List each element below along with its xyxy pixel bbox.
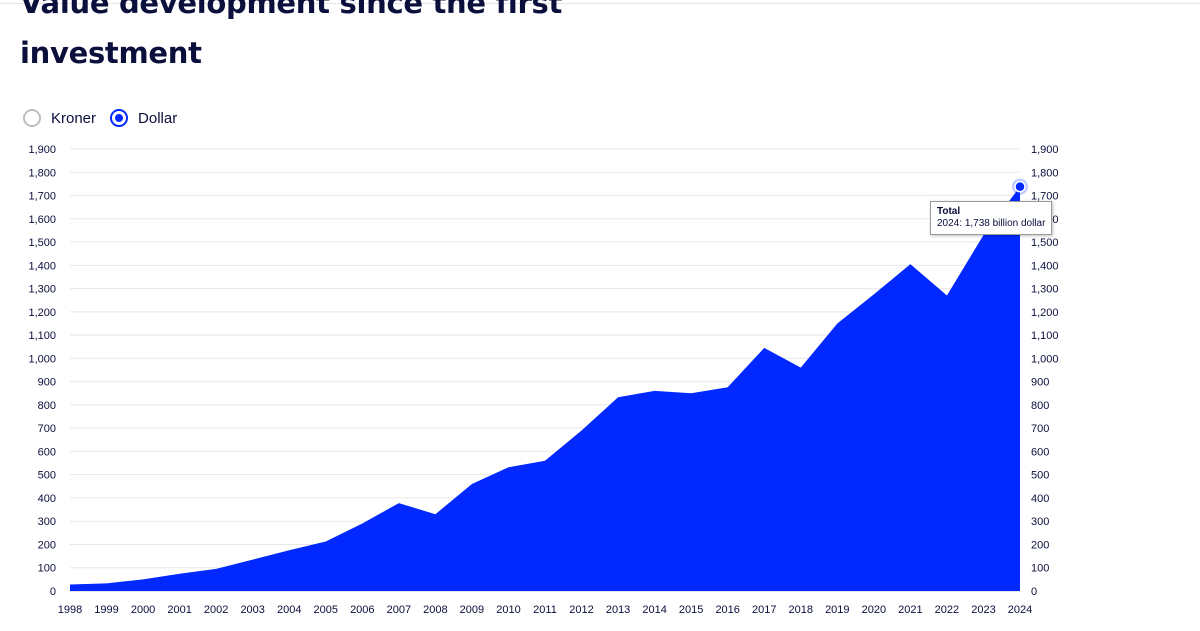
currency-toggle: Kroner Dollar [23,109,191,127]
y-tick-label-right: 1,000 [1031,353,1059,365]
y-tick-label-left: 400 [38,493,56,505]
y-tick-label-left: 300 [38,516,56,528]
y-tick-label-right: 400 [1031,493,1049,505]
y-tick-label-right: 700 [1031,423,1049,435]
marker-layer [1012,178,1028,195]
x-tick-label: 2019 [825,604,849,616]
x-tick-label: 2017 [752,604,776,616]
x-tick-label: 2015 [679,604,703,616]
radio-option-kroner[interactable]: Kroner [23,109,96,127]
radio-dollar[interactable] [110,109,129,127]
x-tick-label: 2010 [496,604,520,616]
y-tick-label-left: 900 [38,377,56,389]
x-tick-label: 2007 [387,604,411,616]
y-tick-label-right: 200 [1031,539,1049,551]
x-axis: 1998 1999 2000 2001 2002 2003 2004 2005 2006 2007… [58,604,1032,616]
y-tick-label-left: 200 [38,539,56,551]
y-tick-label-right: 1,300 [1031,284,1059,296]
y-tick-label-left: 1,600 [28,214,56,226]
y-tick-label-right: 600 [1031,446,1049,458]
y-tick-label-left: 1,900 [28,144,56,156]
x-tick-label: 2013 [606,604,630,616]
y-tick-label-left: 700 [38,423,56,435]
area-series-total [70,186,1020,591]
y-tick-label-right: 300 [1031,516,1049,528]
y-tick-label-right: 0 [1031,586,1037,598]
x-tick-label: 2009 [460,604,484,616]
x-tick-label: 1998 [58,604,82,616]
tooltip-value: 1,738 billion dollar [964,218,1046,229]
x-tick-label: 1999 [94,604,118,616]
tooltip: Total 2024: 1,738 billion dollar [930,201,1053,235]
x-tick-label: 2012 [569,604,593,616]
y-tick-label-right: 900 [1031,377,1049,389]
y-tick-label-left: 1,200 [28,307,56,319]
x-tick-label: 2003 [240,604,264,616]
x-tick-label: 2011 [533,604,557,616]
y-tick-label-left: 1,700 [28,191,56,203]
top-divider [0,3,1200,4]
y-tick-label-right: 100 [1031,563,1049,575]
highlight-point [1014,180,1026,193]
y-tick-label-right: 1,100 [1031,330,1059,342]
y-tick-label-right: 800 [1031,400,1049,412]
x-tick-label: 2018 [789,604,813,616]
y-tick-label-left: 1,300 [28,284,56,296]
y-tick-label-left: 0 [50,586,56,598]
tooltip-sep: : [959,218,965,229]
y-tick-label-left: 1,100 [28,330,56,342]
radio-label-dollar: Dollar [138,109,178,127]
x-tick-label: 2014 [642,604,666,616]
y-tick-label-right: 500 [1031,470,1049,482]
radio-kroner[interactable] [23,109,41,127]
y-tick-label-right: 1,400 [1031,260,1059,272]
radio-option-dollar[interactable]: Dollar [110,109,177,127]
x-tick-label: 2002 [204,604,228,616]
y-tick-label-left: 600 [38,446,56,458]
x-tick-label: 2004 [277,604,301,616]
y-tick-label-right: 1,700 [1031,191,1059,203]
y-tick-label-right: 1,500 [1031,237,1059,249]
y-tick-label-right: 1,800 [1031,167,1059,179]
x-tick-label: 2005 [314,604,338,616]
y-tick-label-left: 100 [38,563,56,575]
y-tick-label-left: 1,400 [28,260,56,272]
y-axis-left: 0 100 200 300 400 500 600 700 800 900 1,000 1,100 1,… [28,144,56,598]
x-tick-label: 2001 [167,604,191,616]
x-tick-label: 2023 [971,604,995,616]
x-tick-label: 2024 [1008,604,1032,616]
x-tick-label: 2006 [350,604,374,616]
x-tick-label: 2022 [935,604,959,616]
x-tick-label: 2000 [131,604,155,616]
y-tick-label-left: 800 [38,400,56,412]
y-tick-label-left: 500 [38,470,56,482]
x-tick-label: 2021 [898,604,922,616]
y-tick-label-left: 1,800 [28,167,56,179]
x-tick-label: 2008 [423,604,447,616]
y-tick-label-left: 1,000 [28,353,56,365]
y-tick-label-right: 1,200 [1031,307,1059,319]
tooltip-series: Total [937,206,961,217]
area-series-layer [70,186,1020,591]
y-tick-label-left: 1,500 [28,237,56,249]
radio-label-kroner: Kroner [51,109,97,127]
y-tick-label-right: 1,900 [1031,144,1059,156]
page-title: Value development since the first invest… [20,0,563,70]
x-tick-label: 2020 [862,604,886,616]
tooltip-year: 2024 [937,218,960,229]
x-tick-label: 2016 [715,604,739,616]
